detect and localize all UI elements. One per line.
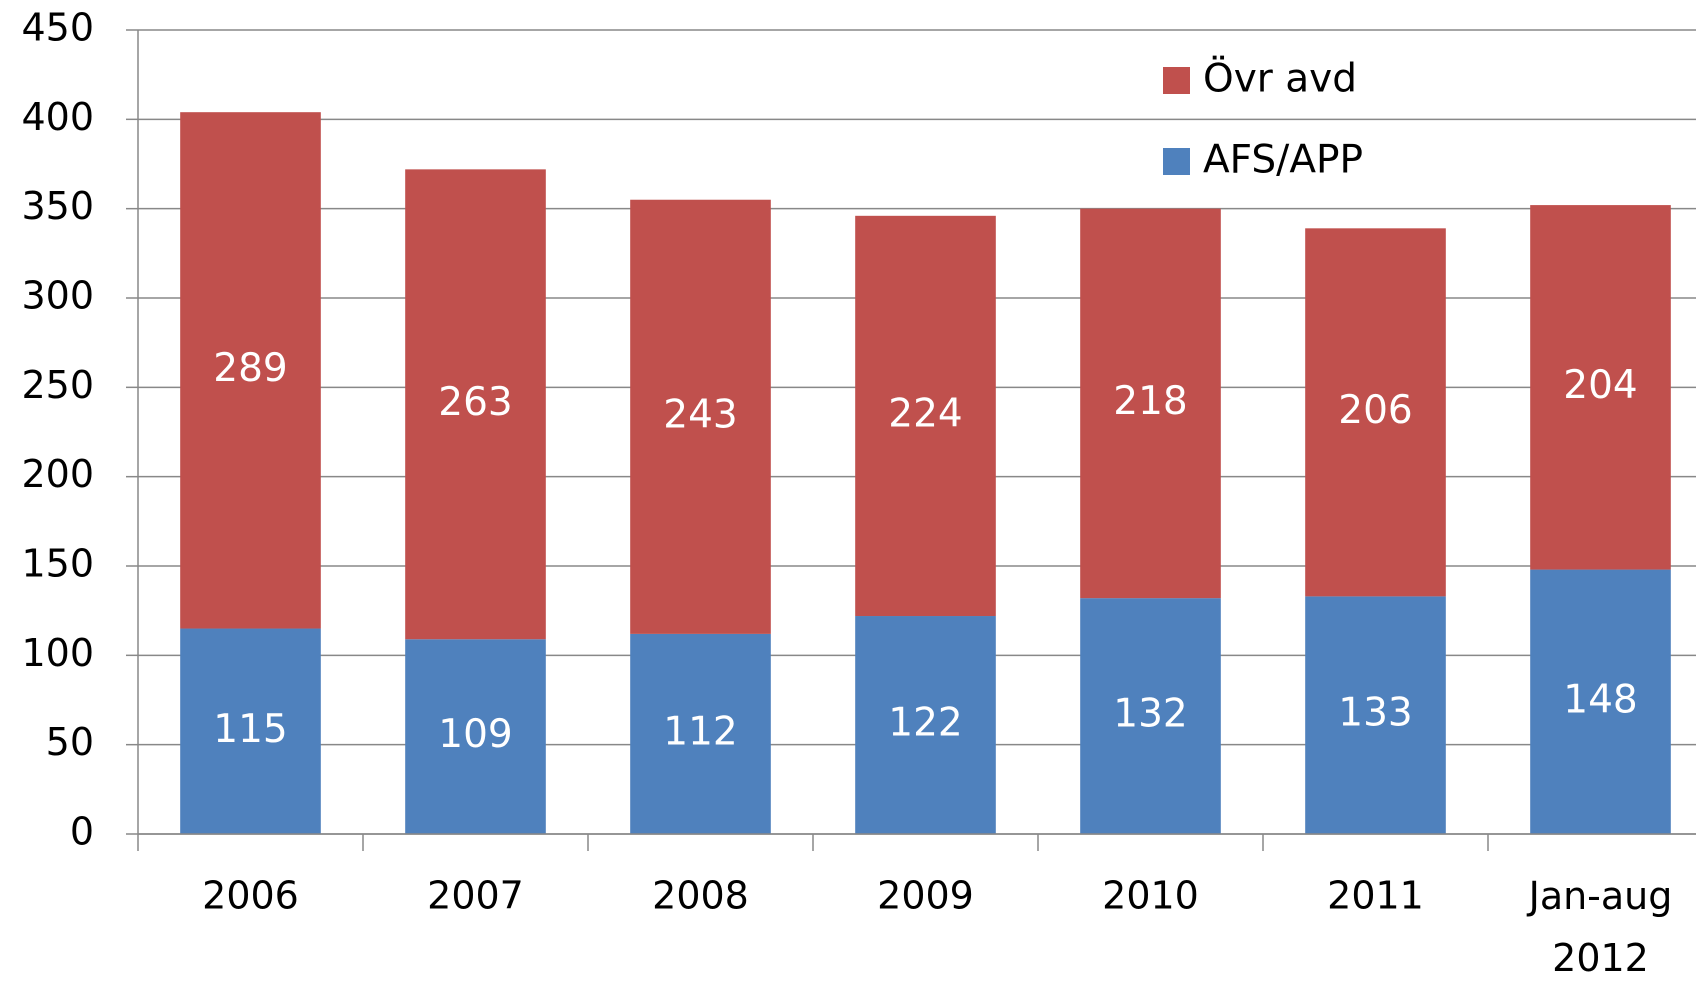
value-label: 206 (1338, 388, 1412, 433)
bar (1080, 598, 1221, 834)
bar (405, 639, 546, 834)
bar (855, 616, 996, 834)
legend-swatch (1163, 148, 1190, 175)
legend-swatch (1163, 67, 1190, 94)
value-label: 115 (213, 707, 287, 752)
legend-label: Övr avd (1203, 56, 1357, 102)
value-label: 133 (1338, 691, 1412, 736)
value-label: 132 (1113, 692, 1187, 737)
y-tick-label: 250 (21, 363, 94, 407)
x-tick-label: 2011 (1327, 874, 1424, 918)
y-tick-label: 300 (21, 274, 94, 318)
x-tick-label: 2009 (877, 874, 974, 918)
x-tick-label: 2006 (202, 874, 299, 918)
value-label: 204 (1563, 363, 1637, 408)
y-tick-label: 50 (46, 720, 94, 764)
bar (1305, 596, 1446, 834)
value-label: 112 (663, 709, 737, 754)
y-tick-label: 350 (21, 184, 94, 228)
bar (1530, 205, 1671, 570)
value-label: 148 (1563, 677, 1637, 722)
x-tick-label: Jan-aug 2012 (1527, 874, 1673, 980)
value-label: 218 (1113, 379, 1187, 424)
value-label: 109 (438, 712, 512, 757)
y-tick-label: 100 (21, 631, 94, 675)
bar (1080, 208, 1221, 599)
bar (855, 215, 996, 617)
bar (630, 633, 771, 834)
y-tick-label: 0 (70, 810, 94, 854)
bar (630, 199, 771, 634)
legend-label: AFS/APP (1203, 138, 1363, 183)
value-label: 289 (213, 346, 287, 391)
bar (180, 112, 321, 629)
value-label: 122 (888, 701, 962, 746)
bar (180, 628, 321, 834)
value-label: 263 (438, 380, 512, 425)
x-tick-label: 2008 (652, 874, 749, 918)
y-tick-label: 150 (21, 542, 94, 586)
value-label: 243 (663, 392, 737, 437)
bar (1305, 228, 1446, 597)
x-tick-label: 2007 (427, 874, 524, 918)
bar (1530, 569, 1671, 834)
value-label: 224 (888, 391, 962, 436)
y-tick-label: 400 (21, 95, 94, 139)
y-tick-label: 450 (21, 6, 94, 50)
x-tick-label: 2010 (1102, 874, 1199, 918)
y-tick-label: 200 (21, 452, 94, 496)
bar (405, 169, 546, 640)
